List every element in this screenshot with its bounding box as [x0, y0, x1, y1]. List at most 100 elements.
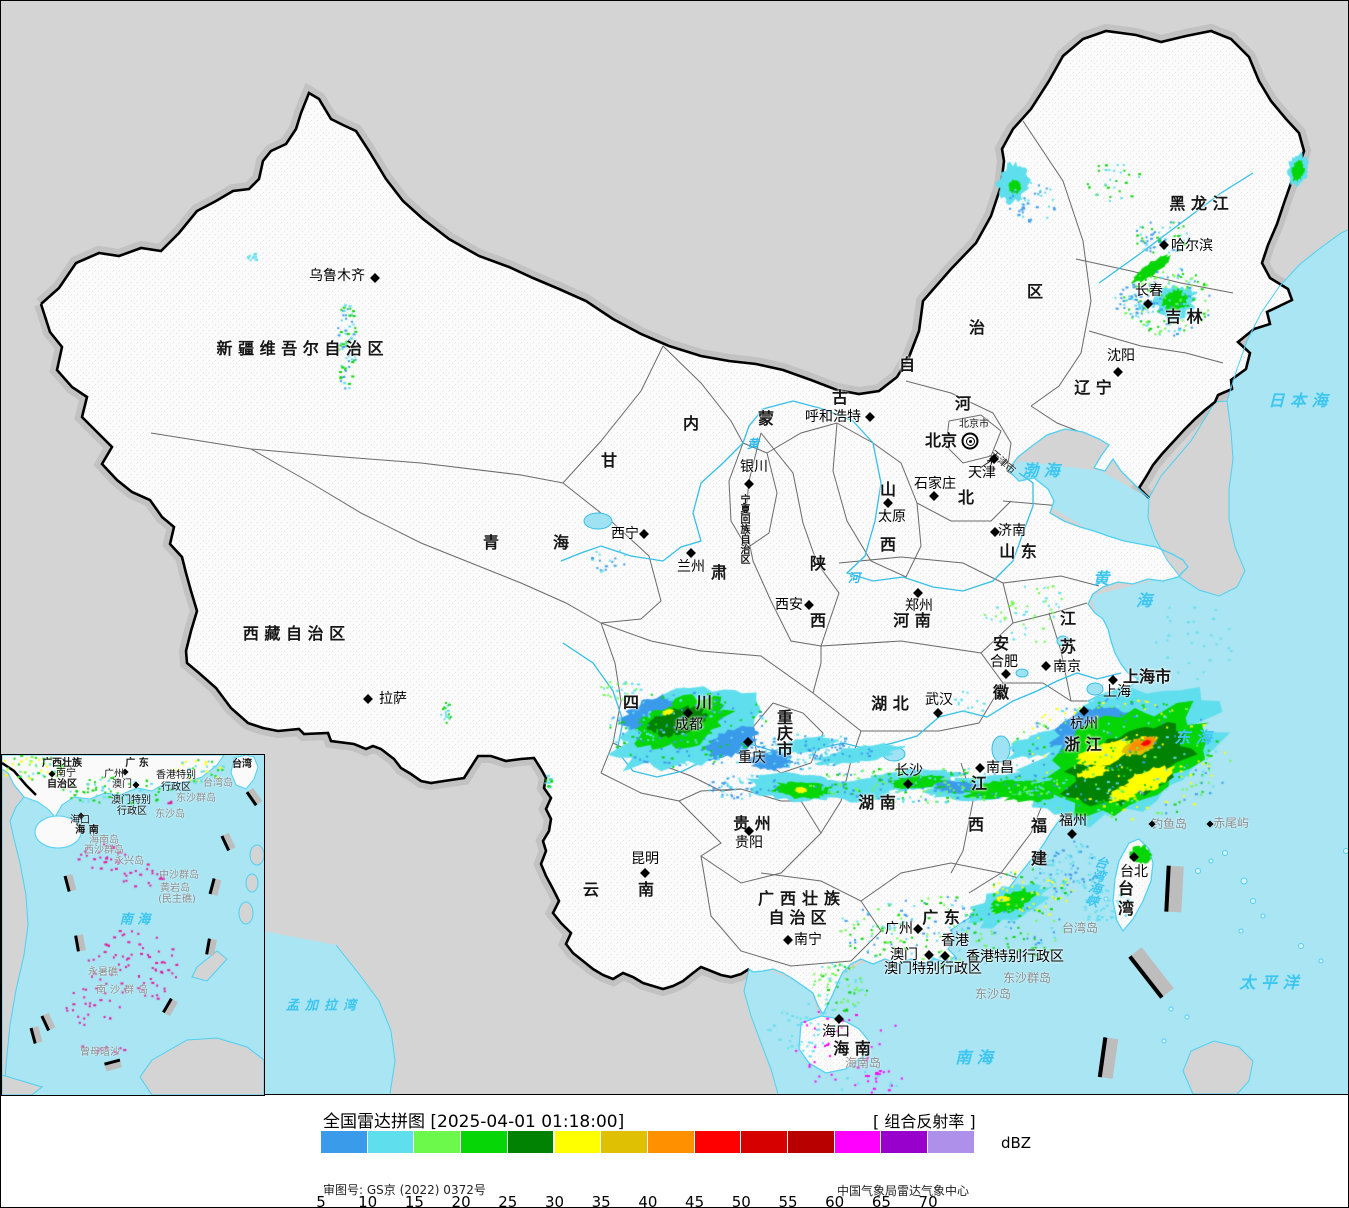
city-label: 北京市 [959, 419, 989, 430]
legend-value-55: 55 [778, 1193, 798, 1208]
province-label: 浙 江 [1064, 735, 1102, 754]
city-label: 西安 [775, 597, 803, 613]
city-label: 天津 [968, 465, 996, 481]
city-label: 武汉 [925, 692, 953, 708]
product-title: [ 组合反射率 ] [873, 1112, 976, 1131]
sea-label: 太 平 洋 [1239, 973, 1299, 992]
legend-color-60 [834, 1131, 881, 1153]
province-label: 西 藏 自 治 区 [242, 624, 346, 643]
province-label: 青 [482, 533, 500, 552]
boundary-dash-marker [1164, 865, 1184, 913]
island-label: 东沙岛 [974, 987, 1012, 1001]
island-label: 东沙群岛 [1002, 971, 1052, 985]
legend-color-55 [788, 1131, 834, 1153]
city-label: 澳门 [890, 947, 918, 963]
island-label: 永暑礁 [88, 967, 118, 978]
city-label: 成都 [675, 717, 703, 733]
city-label: 广州 [104, 769, 124, 780]
province-label: 海 南 [75, 825, 99, 836]
city-label: 沈阳 [1107, 348, 1135, 364]
legend-value-15: 15 [404, 1193, 424, 1208]
city-label: 呼和浩特 [805, 409, 861, 425]
island-label: 赤尾屿 [1212, 816, 1250, 830]
legend-value-20: 20 [451, 1193, 471, 1208]
province-label: 新 疆 维 吾 尔 自 治 区 [216, 339, 384, 358]
province-label: 江 [1059, 609, 1077, 628]
province-label: 湖 南 [858, 793, 896, 812]
province-label: 肃 [710, 563, 728, 582]
province-label: 北京 [924, 431, 958, 450]
city-label: 太原 [878, 509, 906, 525]
legend-color-45 [694, 1131, 741, 1153]
legend-color-20 [461, 1131, 507, 1153]
legend-value-45: 45 [685, 1193, 705, 1208]
legend-value-70: 70 [918, 1193, 938, 1208]
island-label: 南沙群岛 [96, 985, 152, 996]
city-label: 行政区 [161, 782, 191, 793]
island-label: 海南岛 [844, 1056, 882, 1070]
city-label: 重庆 [738, 750, 766, 766]
city-label: 贵阳 [735, 835, 763, 851]
legend-color-30 [554, 1131, 601, 1153]
city-label: 哈尔滨 [1171, 238, 1213, 254]
city-label: 广州 [885, 921, 913, 937]
province-label: 湖 北 [871, 694, 909, 713]
province-label: 自治区 [768, 908, 832, 927]
province-label: 黑 龙 江 [1169, 194, 1229, 213]
province-label: 蒙 [757, 409, 775, 428]
province-label: 台 [1117, 879, 1135, 898]
province-label: 西 [967, 815, 985, 834]
city-label: 西宁 [611, 526, 639, 542]
island-label: 钓鱼岛 [1150, 817, 1188, 831]
province-label: 内 [682, 414, 700, 433]
legend-color-25 [507, 1131, 554, 1153]
city-label: 拉萨 [379, 691, 407, 707]
city-label: 南宁 [56, 768, 76, 779]
city-label: 台北 [1120, 864, 1148, 880]
province-label: 四 [622, 693, 640, 712]
province-label: 山 [879, 480, 897, 499]
city-label: 香港特别行政区 [966, 949, 1064, 965]
province-label: 广 东 [125, 758, 149, 769]
province-label: 古 [831, 388, 849, 407]
city-label: 海口 [822, 1024, 850, 1040]
city-label: 石家庄 [914, 476, 956, 492]
city-label: 乌鲁木齐 [309, 268, 365, 284]
province-label: 自治区 [47, 779, 77, 790]
island-label: 海南岛 [89, 835, 119, 846]
dbz-unit-label: dBZ [1001, 1134, 1032, 1152]
legend-value-25: 25 [498, 1193, 518, 1208]
south-china-sea-inset: 广西壮族 自治区 南宁广 东广州 澳门 香港特别 行政区 澳门特别 行政区 东沙群岛 东沙岛 台湾台… [1, 754, 265, 1096]
map-title: 全国雷达拼图 [2025-04-01 01:18:00] [323, 1112, 625, 1132]
province-label: 南 [637, 880, 655, 899]
city-label: 杭州 [1070, 716, 1098, 732]
sea-label: 东 海 [1174, 728, 1212, 747]
province-label: 山 东 [999, 542, 1037, 561]
province-label: 福 [1030, 816, 1048, 835]
province-label: 台湾 [232, 759, 252, 770]
sea-label: 黄 [1092, 569, 1110, 588]
island-label: 中沙群岛 [159, 870, 199, 881]
province-label: 云 [582, 880, 600, 899]
sea-label: 海 [1135, 591, 1153, 610]
legend-color-70 [928, 1131, 974, 1153]
legend-color-65 [881, 1131, 928, 1153]
city-label: 黄 [746, 437, 760, 451]
province-label: 区 [1026, 282, 1044, 301]
sea-label: 南 海 [119, 912, 151, 928]
province-label: 甘 [600, 451, 618, 470]
city-label: 上海 [1103, 684, 1131, 700]
city-label: 澳门特别 [111, 795, 151, 806]
city-label: 长沙 [895, 763, 923, 779]
legend-color-15 [414, 1131, 461, 1153]
city-label: 银川 [740, 459, 768, 475]
map-approval-number: 审图号: GS京 (2022) 0372号 [323, 1183, 486, 1197]
legend-color-5 [321, 1131, 367, 1153]
province-label: 广西壮族 [757, 889, 847, 908]
province-label: 海 [552, 533, 570, 552]
province-label: 徽 [992, 683, 1010, 702]
city-label: 澳门 [112, 779, 132, 790]
city-label: 澳门特别行政区 [884, 961, 982, 977]
city-label: 南京 [1053, 659, 1081, 675]
province-label: 安 [992, 634, 1010, 653]
